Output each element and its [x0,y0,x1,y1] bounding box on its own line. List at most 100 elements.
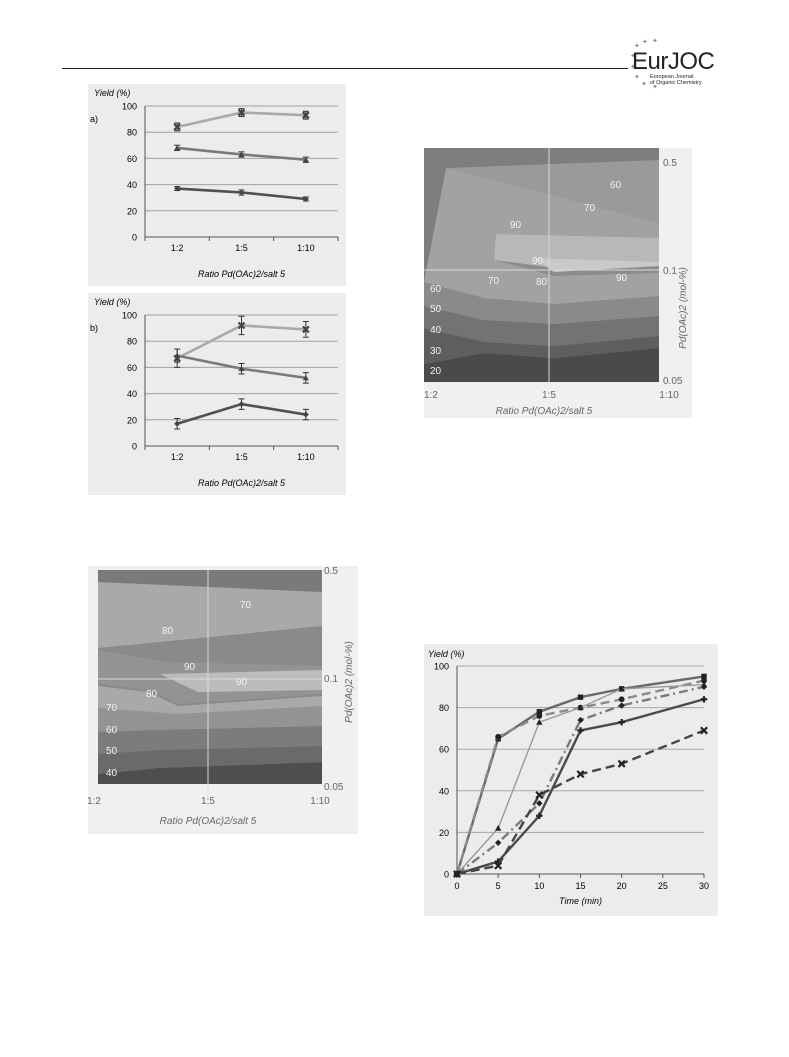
x-axis-title: Ratio Pd(OAc)2/salt 5 [496,406,593,417]
x-axis-title: Ratio Pd(OAc)2/salt 5 [198,269,286,279]
data-point [302,325,310,334]
data-point [577,704,584,711]
series-3 [174,185,309,203]
data-point [577,716,584,724]
y-tick-label: 60 [439,745,449,755]
x-tick-label: 1:5 [542,390,556,401]
x-tick-label: 1:2 [424,390,438,401]
contour-label: 70 [488,276,500,287]
y-tick-label: 0.5 [663,158,677,169]
contour-1-panel: 60 70 90 90 90 70 80 60 50 40 30 20 0.5 0.1 0.05 1:2 1:5… [424,148,692,418]
data-point [577,694,584,700]
kinetics-chart: Yield (%) 0 20 40 60 80 100 0 5 10 15 20 25 30 Time (m… [428,649,709,906]
data-point [238,151,245,157]
series-line [455,679,705,875]
data-point [618,718,625,726]
data-point [618,685,625,692]
y-tick-label: 0.5 [324,566,338,577]
header-rule [62,68,628,69]
data-point [494,825,502,831]
data-point [174,352,181,359]
svg-text:✦: ✦ [634,73,640,81]
contour-region [494,234,659,268]
contour-region [98,582,322,648]
contour-region [98,746,322,774]
contour-label: 70 [106,703,118,714]
y-tick-label: 20 [127,206,137,216]
contour-region [98,686,322,714]
data-point [302,374,309,381]
data-point [453,870,461,878]
data-point [237,108,246,117]
y-tick-label: 20 [127,415,137,425]
contour-label: 30 [430,346,442,357]
contour-label: 70 [240,600,252,611]
y-axis-title: Yield (%) [94,297,130,307]
data-point [237,321,246,330]
y-tick-label: 0.1 [663,266,677,277]
chart-b-panel: Yield (%) b) 0 20 40 60 80 100 1:2 1:5 1:10 Ratio P… [88,293,346,495]
contour-label: 50 [106,746,118,757]
contour-region [424,328,659,364]
contour-label: 40 [106,768,118,779]
data-point [535,790,544,799]
data-point [302,156,309,163]
contour-region [424,148,659,282]
contour-label: 40 [430,325,442,336]
svg-text:✦: ✦ [652,38,658,45]
data-point [238,401,245,408]
x-tick-label: 25 [658,881,668,891]
contour-label: 60 [610,180,622,191]
contour-region [534,258,659,272]
contour-region [98,726,322,754]
x-tick-label: 15 [575,881,585,891]
chart-a-panel: Yield (%) a) 0 20 40 60 80 100 1:2 1:5 1:10 Ratio P… [88,84,346,286]
contour-regions [424,148,659,382]
data-point [576,770,585,779]
y-tick-label: 60 [127,363,137,373]
series-4 [453,683,708,878]
data-point [536,709,543,715]
svg-text:✦: ✦ [652,83,658,90]
x-tick-label: 30 [699,881,709,891]
data-point [495,733,502,740]
panel-label: b) [90,323,98,333]
y-tick-label: 100 [122,311,137,321]
contour-label: 90 [510,220,522,231]
y-tick-label: 0 [444,870,449,880]
svg-text:✦: ✦ [634,42,640,50]
contour-2-panel: 70 80 90 90 80 70 60 50 40 0.5 0.1 0.05 1:2 1:5 1:10 Ra… [87,566,358,834]
x-tick-label: 10 [534,881,544,891]
y-tick-label: 0.05 [324,782,344,793]
data-point [701,673,707,680]
contour-region [98,706,322,732]
series-2 [174,348,309,384]
y-tick-label: 80 [127,337,137,347]
data-point [174,144,181,151]
x-tick-label: 0 [454,881,459,891]
data-point [700,683,708,690]
x-tick-label: 1:5 [235,243,248,253]
x-tick-label: 1:5 [235,452,248,462]
data-point [302,111,310,119]
logo-stars-icon: ✦ ✦ ✦ ✦ ✦ ✦ ✦ ✦ [630,38,658,90]
data-point [238,189,245,196]
contour-label: 70 [584,203,596,214]
x-axis-title: Ratio Pd(OAc)2/salt 5 [160,816,257,827]
contour-region [160,670,322,692]
series-line [456,684,705,875]
y-tick-label: 0 [132,442,137,452]
data-point [617,759,626,768]
svg-text:✦: ✦ [642,38,648,46]
series-2 [174,144,309,163]
data-point [174,185,181,192]
y-tick-label: 0.05 [663,376,683,387]
data-point [173,123,181,131]
series-1 [173,108,310,132]
contour-label: 80 [536,277,548,288]
x-tick-label: 1:10 [297,243,315,253]
series-line [456,685,705,875]
x-tick-label: 20 [617,881,627,891]
contour-region [424,348,659,382]
svg-text:✦: ✦ [630,52,636,60]
